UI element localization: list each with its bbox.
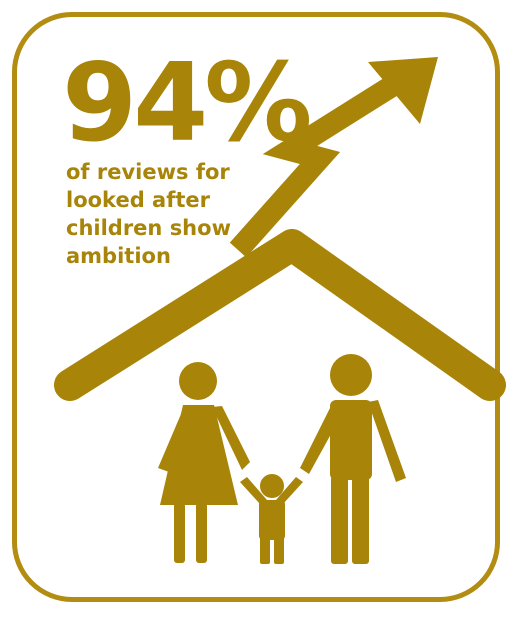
caption-line: children show (66, 216, 231, 240)
stat-value: 94% (62, 41, 313, 166)
house-roof-icon (54, 229, 506, 401)
caption-line: looked after (66, 188, 210, 212)
caption-line: of reviews for (66, 160, 230, 184)
child-figure-icon (240, 474, 303, 564)
father-figure-icon (300, 354, 406, 564)
rising-arrow-icon (229, 57, 438, 258)
mother-figure-icon (158, 362, 250, 563)
caption-line: ambition (66, 244, 171, 268)
family-icon (158, 354, 406, 564)
stat-caption: of reviews for looked after children sho… (66, 158, 296, 270)
